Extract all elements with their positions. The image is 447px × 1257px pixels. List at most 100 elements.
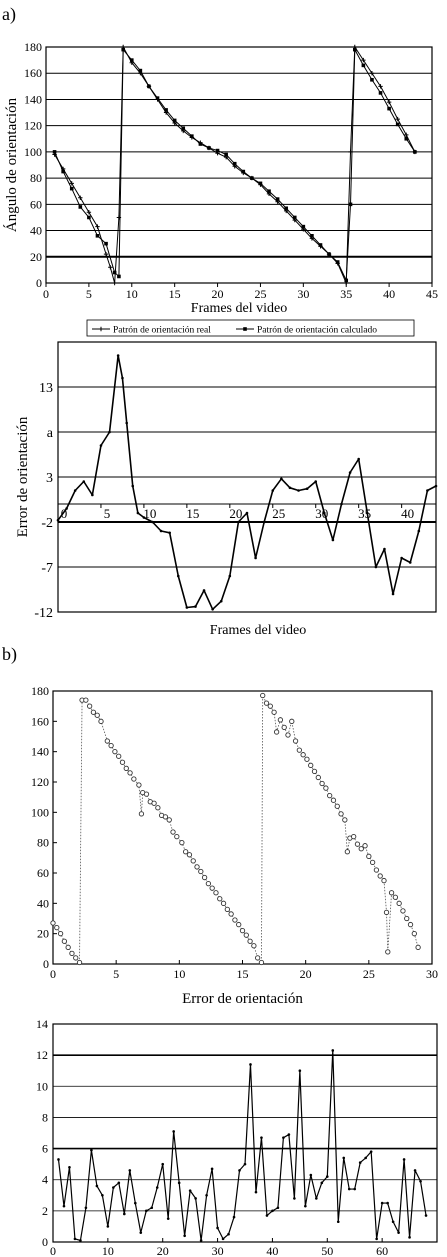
data-point	[61, 169, 65, 174]
data-point	[121, 47, 125, 52]
data-point	[172, 118, 177, 123]
data-point	[162, 814, 169, 820]
y-tick-label: 20	[37, 927, 49, 941]
data-point	[309, 1173, 313, 1177]
data-point	[108, 265, 113, 270]
y-tick-label: 80	[37, 836, 49, 850]
x-tick-label: 25	[272, 506, 285, 521]
data-point	[241, 169, 246, 174]
data-point	[254, 556, 257, 560]
data-point	[336, 1220, 340, 1224]
y-tick-label: 10	[36, 1079, 48, 1093]
data-point	[254, 1190, 258, 1194]
data-point	[247, 938, 253, 944]
data-point	[351, 833, 357, 840]
data-point	[383, 909, 390, 916]
data-point	[86, 210, 92, 215]
data-point	[232, 161, 237, 166]
y-tick-label: 160	[24, 66, 42, 80]
data-point	[250, 176, 254, 180]
data-point	[392, 894, 399, 900]
x-tick-label: 0	[61, 506, 68, 521]
y-axis-title: Error de orientación	[15, 416, 31, 537]
data-point	[185, 606, 189, 609]
data-point	[289, 718, 295, 724]
data-point	[84, 1206, 88, 1210]
data-point	[383, 547, 386, 551]
x-tick-label: 5	[86, 287, 92, 301]
data-point	[95, 234, 100, 238]
data-point	[86, 703, 93, 709]
x-tick-label: 25	[254, 287, 266, 301]
data-point	[304, 1204, 307, 1208]
data-point	[276, 1206, 280, 1210]
data-point	[300, 752, 306, 758]
data-point	[404, 136, 409, 141]
y-tick-label: 100	[31, 805, 49, 819]
data-point	[385, 949, 391, 955]
series-line-1	[54, 45, 416, 284]
data-point	[358, 1161, 362, 1164]
data-point	[62, 1204, 66, 1208]
data-point	[298, 1069, 302, 1073]
data-point	[271, 1209, 274, 1213]
data-point	[213, 890, 219, 896]
data-point	[237, 520, 240, 524]
x-tick-label: 10	[102, 1244, 114, 1257]
data-point	[57, 931, 64, 937]
data-point	[164, 108, 168, 112]
data-point	[310, 234, 314, 238]
data-point	[131, 484, 135, 488]
y-tick-label: 0	[43, 957, 49, 971]
data-point	[243, 932, 249, 938]
data-point	[271, 489, 275, 492]
data-point	[330, 797, 337, 803]
data-point	[287, 1133, 291, 1136]
data-point	[387, 106, 391, 111]
data-point	[69, 181, 74, 186]
panel-a-label: a)	[2, 4, 16, 25]
x-tick-label: 35	[358, 506, 371, 521]
data-point	[211, 608, 214, 611]
data-point	[348, 202, 353, 207]
data-point	[369, 859, 376, 866]
data-point	[249, 1063, 252, 1066]
data-point	[378, 91, 383, 95]
data-point	[395, 116, 400, 122]
data-point	[194, 864, 200, 870]
plot-frame	[45, 46, 433, 284]
data-point	[106, 1225, 110, 1228]
x-tick-label: 15	[169, 287, 181, 301]
data-point	[138, 811, 145, 817]
data-point	[95, 1184, 99, 1188]
data-point	[380, 1201, 384, 1205]
data-point	[94, 712, 100, 718]
data-point	[342, 1156, 346, 1160]
data-point	[331, 1049, 335, 1052]
data-point	[65, 944, 71, 950]
x-tick-label: 20	[300, 967, 312, 981]
data-point	[220, 900, 227, 906]
data-point	[136, 782, 142, 788]
data-point	[311, 768, 318, 775]
data-point	[108, 430, 111, 434]
data-point	[155, 805, 161, 811]
data-point	[331, 538, 335, 542]
data-point	[99, 444, 103, 447]
data-point	[364, 1156, 367, 1160]
data-point	[161, 1162, 165, 1166]
data-point	[282, 1136, 285, 1139]
data-point	[147, 84, 151, 89]
x-tick-label: 60	[376, 1244, 388, 1257]
data-point	[202, 589, 206, 592]
data-point	[112, 280, 117, 286]
data-point	[267, 189, 271, 194]
x-tick-label: 40	[266, 1244, 278, 1257]
data-point	[150, 1206, 154, 1210]
data-point	[123, 765, 129, 771]
data-point	[377, 873, 383, 879]
data-point	[354, 841, 361, 847]
data-point	[434, 484, 438, 488]
data-point	[232, 917, 238, 923]
data-point	[52, 150, 57, 154]
